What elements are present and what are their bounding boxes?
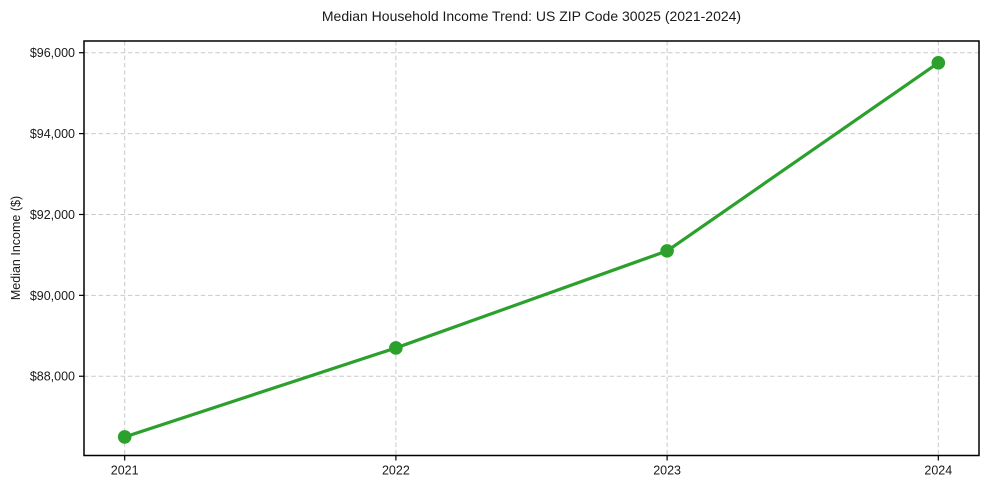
x-tick-label: 2023 <box>653 464 681 478</box>
y-tick-label: $92,000 <box>30 208 75 222</box>
plot-border <box>83 40 980 457</box>
y-tick-label: $96,000 <box>30 46 75 60</box>
trend-line <box>123 61 940 439</box>
data-point-2023 <box>660 244 674 258</box>
data-point-2022 <box>389 341 403 355</box>
y-tick-label: $90,000 <box>30 289 75 303</box>
y-tick-label: $94,000 <box>30 127 75 141</box>
x-tick-label: 2022 <box>382 464 410 478</box>
gridlines <box>84 41 979 456</box>
chart-title: Median Household Income Trend: US ZIP Co… <box>321 8 742 24</box>
y-tick-label: $88,000 <box>30 370 75 384</box>
x-tick-label: 2024 <box>924 464 952 478</box>
data-point-2021 <box>117 430 132 444</box>
x-tick-label: 2021 <box>111 464 139 478</box>
data-point-2024 <box>931 56 946 70</box>
